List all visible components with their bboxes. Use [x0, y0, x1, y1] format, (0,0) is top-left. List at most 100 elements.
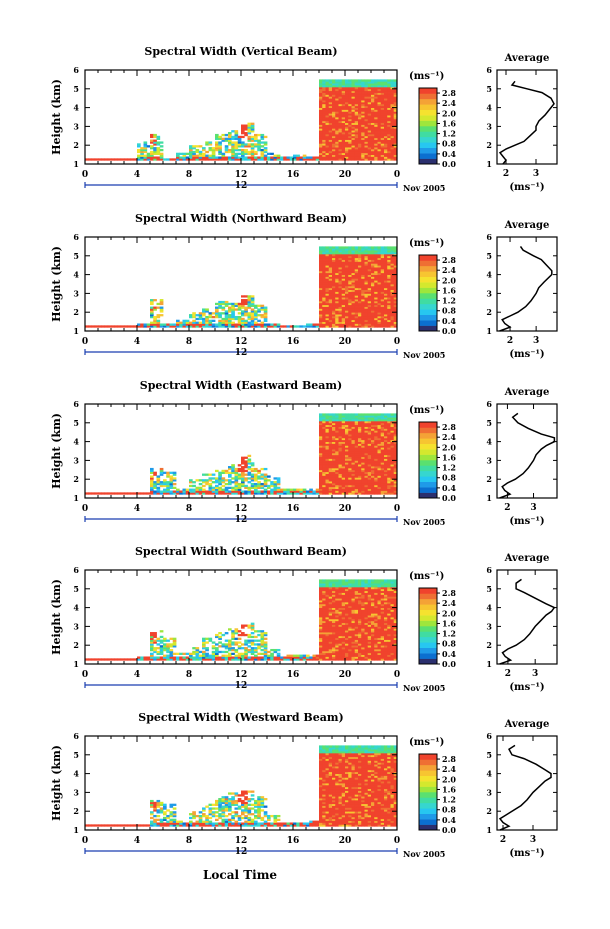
heatmap-cell: [322, 139, 326, 142]
heatmap-cell: [367, 306, 372, 309]
heatmap-cell: [358, 426, 362, 429]
heatmap-cell: [377, 284, 382, 287]
heatmap-cell: [338, 447, 343, 450]
heatmap-cell: [380, 289, 385, 292]
heatmap-cell: [387, 250, 391, 253]
heatmap-cell: [335, 248, 339, 251]
heatmap-cell: [198, 154, 203, 157]
heatmap-cell: [354, 297, 359, 300]
heatmap-cell: [211, 647, 216, 650]
heatmap-cell: [325, 424, 330, 427]
heatmap-cell: [371, 471, 375, 474]
heatmap-cell: [348, 302, 352, 306]
heatmap-cell: [354, 250, 359, 253]
heatmap-cell: [377, 437, 382, 441]
heatmap-cell: [364, 323, 369, 326]
heatmap-cell: [351, 490, 356, 493]
heatmap-cell: [374, 139, 378, 142]
heatmap-cell: [221, 656, 226, 659]
heatmap-cell: [345, 420, 349, 424]
heatmap-cell: [228, 325, 232, 328]
heatmap-cell: [325, 473, 330, 476]
heatmap-cell: [345, 265, 349, 268]
heatmap-cell: [211, 147, 216, 150]
heatmap-cell: [390, 265, 395, 268]
heatmap-cell: [241, 302, 245, 306]
heatmap-cell: [390, 473, 395, 476]
heatmap-cell: [374, 447, 378, 450]
heatmap-cell: [263, 490, 268, 493]
heatmap-cell: [384, 289, 388, 292]
heatmap-cell: [367, 246, 372, 249]
heatmap-cell: [387, 447, 391, 450]
heatmap-cell: [257, 145, 261, 148]
heatmap-cell: [390, 148, 395, 152]
heatmap-cell: [377, 462, 382, 465]
heatmap-cell: [322, 85, 326, 88]
heatmap-cell: [348, 107, 352, 110]
heatmap-cell: [328, 306, 333, 309]
heatmap-cell: [244, 306, 248, 309]
heatmap-cell: [263, 158, 268, 161]
heatmap-cell: [380, 85, 385, 88]
heatmap-cell: [361, 451, 365, 454]
heatmap-cell: [371, 109, 375, 112]
heatmap-cell: [345, 417, 349, 420]
heatmap-cell: [358, 435, 362, 439]
heatmap-cell: [390, 315, 395, 319]
heatmap-cell: [260, 314, 265, 317]
heatmap-cell: [185, 652, 190, 655]
heatmap-cell: [351, 122, 356, 125]
heatmap-cell: [150, 150, 154, 154]
heatmap-cell: [338, 248, 343, 251]
heatmap-cell: [364, 118, 369, 122]
heatmap-cell: [361, 98, 365, 101]
heatmap-cell: [328, 130, 333, 133]
heatmap-cell: [322, 246, 326, 249]
heatmap-cell: [215, 310, 219, 313]
heatmap-cell: [367, 143, 372, 146]
heatmap-cell: [341, 308, 346, 311]
heatmap-cell: [332, 79, 336, 82]
heatmap-cell: [98, 492, 102, 495]
heatmap-cell: [380, 490, 385, 493]
heatmap-cell: [387, 124, 391, 127]
heatmap-cell: [163, 471, 167, 474]
heatmap-cell: [166, 658, 170, 661]
colorbar-tick-label: 2.8: [442, 422, 456, 432]
heatmap-cell: [354, 289, 359, 292]
heatmap-cell: [338, 139, 343, 142]
heatmap-cell: [387, 435, 391, 439]
heatmap-cell: [332, 306, 336, 309]
heatmap-cell: [332, 135, 336, 139]
heatmap-cell: [234, 488, 239, 491]
heatmap-cell: [393, 252, 398, 255]
heatmap-cell: [234, 658, 239, 661]
heatmap-cell: [218, 641, 222, 644]
heatmap-cell: [195, 325, 200, 328]
heatmap-cell: [351, 289, 356, 292]
heatmap-cell: [384, 261, 388, 264]
heatmap-cell: [358, 285, 362, 289]
heatmap-cell: [263, 323, 268, 326]
heatmap-cell: [185, 158, 190, 161]
heatmap-cell: [390, 257, 395, 260]
heatmap-cell: [345, 415, 349, 418]
heatmap-cell: [367, 132, 372, 135]
heatmap-cell: [224, 469, 229, 473]
heatmap-cell: [387, 437, 391, 441]
heatmap-cell: [338, 143, 343, 146]
heatmap-cell: [338, 105, 343, 108]
heatmap-cell: [390, 317, 395, 321]
heatmap-cell: [390, 441, 395, 444]
heatmap-cell: [153, 471, 157, 474]
heatmap-cell: [325, 88, 330, 92]
heatmap-cell: [367, 282, 372, 285]
heatmap-cell: [374, 86, 378, 90]
colorbar-segment: [419, 460, 437, 466]
heatmap-cell: [384, 308, 388, 311]
heatmap-cell: [176, 488, 180, 491]
heatmap-cell: [364, 420, 369, 424]
heatmap-cell: [328, 317, 333, 321]
